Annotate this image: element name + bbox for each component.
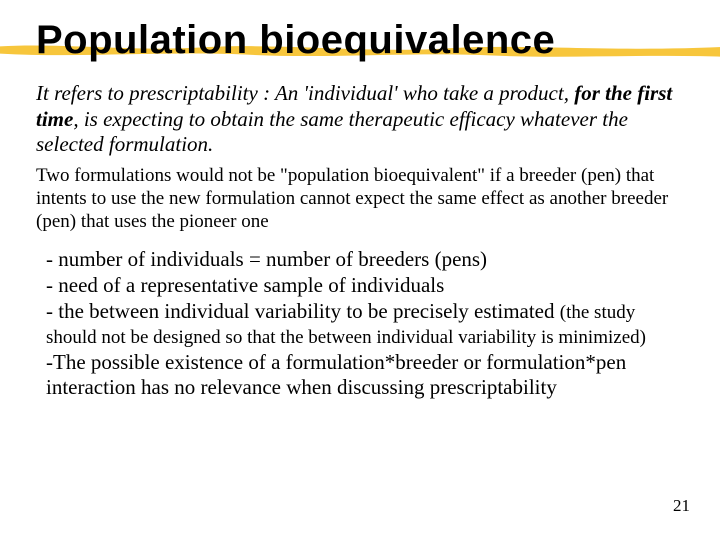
intro-paragraph: It refers to prescriptability : An 'indi… — [36, 81, 684, 158]
bullet-3: - the between individual variability to … — [46, 299, 678, 350]
final-paragraph: -The possible existence of a formulation… — [46, 350, 678, 401]
slide-title: Population bioequivalence — [36, 18, 555, 63]
bullet-3a: - the between individual variability to … — [46, 299, 560, 323]
page-number: 21 — [673, 496, 690, 516]
bullet-1: - number of individuals = number of bree… — [46, 247, 678, 273]
sub-paragraph: Two formulations would not be "populatio… — [36, 164, 684, 234]
title-wrap: Population bioequivalence — [36, 18, 684, 63]
bullet-block: - number of individuals = number of bree… — [36, 247, 684, 401]
intro-text-c: , is expecting to obtain the same therap… — [36, 107, 628, 157]
bullet-2: - need of a representative sample of ind… — [46, 273, 678, 299]
intro-text-a: It refers to prescriptability : An 'indi… — [36, 81, 574, 105]
